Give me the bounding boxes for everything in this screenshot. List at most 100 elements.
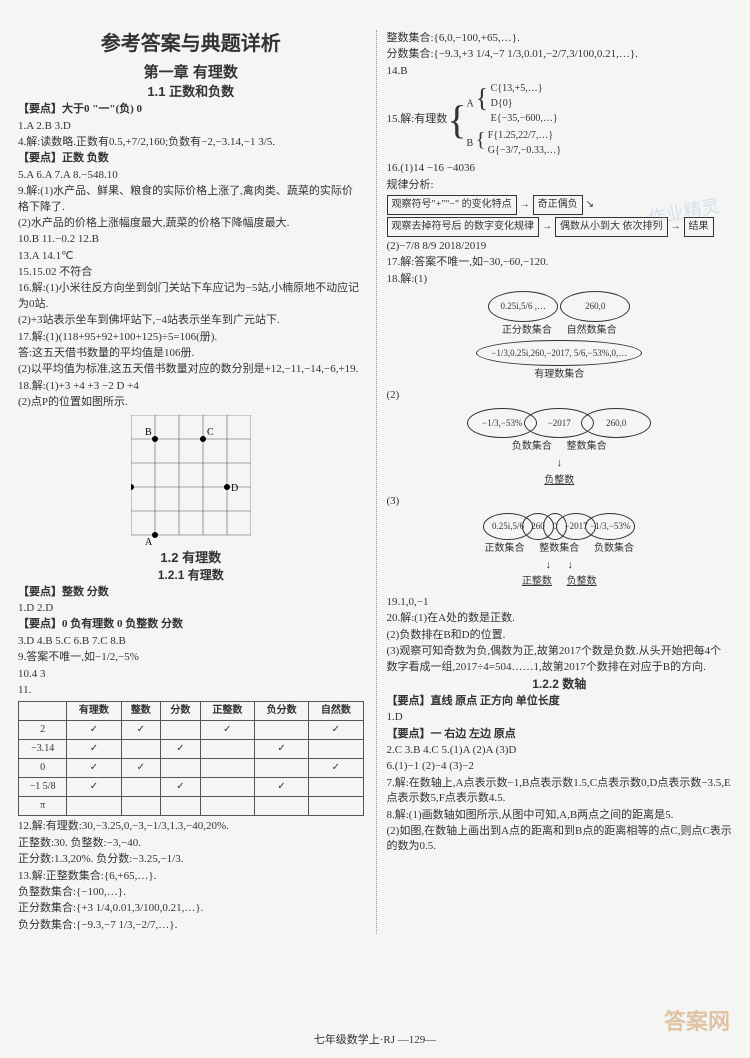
solution: 正分数:1.3,20%. 负分数:−3.25,−1/3. — [18, 852, 364, 867]
solution: 18.解:(1) — [387, 272, 733, 287]
set-label: 自然数集合 — [567, 324, 617, 338]
solution: 正分数集合:{+3 1/4,0.01,3/100,0.21,…}. — [18, 901, 364, 916]
td: 0 — [19, 759, 67, 778]
td — [309, 740, 363, 759]
solution: (2)+3站表示坐车到佛坪站下,−4站表示坐车到广元站下. — [18, 313, 364, 328]
answers: (2)−7/8 8/9 2018/2019 — [387, 239, 733, 254]
solution: 负整数集合:{−100,…}. — [18, 885, 364, 900]
set-oval: 260,0 — [560, 291, 630, 322]
td: ✓ — [121, 759, 161, 778]
answers: 19.1,0,−1 — [387, 595, 733, 610]
venn-18-2: −1/3,−53% −2017 260,0 负数集合 整数集合 ↓ 负整数 — [387, 408, 733, 490]
section-1-2-1: 1.2.1 有理数 — [18, 567, 364, 584]
td — [67, 797, 121, 816]
solution: 4.解:读数略.正数有0.5,+7/2,160;负数有−2,−3.14,−1 3… — [18, 135, 364, 150]
set-label: 正整数 — [522, 575, 552, 589]
solution: (2)负数排在B和D的位置. — [387, 628, 733, 643]
solution: (2)点P的位置如图所示. — [18, 395, 364, 410]
arrow-icon: → — [517, 198, 533, 212]
set-label: 整数集合 — [539, 542, 579, 556]
brace-icon: { — [447, 104, 466, 136]
set-oval: 260,0 — [581, 408, 651, 439]
solution: 9.解:(1)水产品、鲜果、粮食的实际价格上涨了,禽肉类、蔬菜的实际价格下降了. — [18, 184, 364, 215]
section-1-2-2: 1.2.2 数轴 — [387, 676, 733, 693]
th: 自然数 — [309, 702, 363, 721]
flow-box: 观察去掉符号后 的数字变化规律 — [387, 217, 540, 237]
td: 2 — [19, 721, 67, 740]
solution: 正整数:30. 负整数:−3,−40. — [18, 836, 364, 851]
td: π — [19, 797, 67, 816]
answers: 5.A 6.A 7.A 8.−548.10 — [18, 168, 364, 183]
brace-item: E{−35,−600,…} — [491, 112, 558, 126]
th: 有理数 — [67, 702, 121, 721]
th — [19, 702, 67, 721]
answers: 15.15.02 不符合 — [18, 265, 364, 280]
td — [254, 797, 308, 816]
td: ✓ — [309, 721, 363, 740]
grid-svg: B C P D A — [131, 415, 251, 545]
td: ✓ — [67, 721, 121, 740]
td: ✓ — [121, 721, 161, 740]
solution: 17.解:(1)(118+95+92+100+125)÷5=106(册). — [18, 330, 364, 345]
brace-classification: 15.解:有理数 { A { C{13,+5,…} D{0} E{−35,−60… — [387, 80, 733, 160]
td: ✓ — [67, 778, 121, 797]
set-label: 正分数集合 — [502, 324, 552, 338]
solution: 16.解:(1)小米往反方向坐到剑门关站下车应记为−5站,小楠原地不动应记为0站… — [18, 281, 364, 312]
label: 15.解:有理数 — [387, 112, 448, 127]
page-footer: 七年级数学上·RJ —129— — [0, 1033, 750, 1048]
page-title: 参考答案与典题详析 — [18, 30, 364, 58]
td — [309, 778, 363, 797]
venn-18-3: 0.25i,5/6 260 0 −2017 −1/3,−53% 正数集合 整数集… — [387, 513, 733, 591]
answers: 11. — [18, 683, 364, 698]
svg-text:D: D — [231, 483, 238, 494]
right-column: 整数集合:{6,0,−100,+65,…}. 分数集合:{−9.3,+3 1/4… — [376, 30, 733, 934]
venn-18-1: 0.25i,5/6 ,… 260,0 正分数集合 自然数集合 −1/3,0.25… — [387, 291, 733, 384]
td — [161, 797, 201, 816]
th: 正整数 — [200, 702, 254, 721]
solution: 20.解:(1)在A处的数是正数. — [387, 611, 733, 626]
td — [161, 721, 201, 740]
grid-diagram: B C P D A — [131, 415, 251, 545]
keypoint: 【要点】0 负有理数 0 负整数 分数 — [18, 617, 364, 632]
keypoint: 【要点】一 右边 左边 原点 — [387, 727, 733, 742]
section-1-2: 1.2 有理数 — [18, 549, 364, 567]
td — [200, 740, 254, 759]
td — [200, 778, 254, 797]
solution: 分数集合:{−9.3,+3 1/4,−7 1/3,0.01,−2/7,3/100… — [387, 47, 733, 62]
answers: 3.D 4.B 5.C 6.B 7.C 8.B — [18, 634, 364, 649]
td: ✓ — [309, 759, 363, 778]
keypoint: 【要点】整数 分数 — [18, 585, 364, 600]
th: 整数 — [121, 702, 161, 721]
answers: 10.B 11.−0.2 12.B — [18, 232, 364, 247]
td — [309, 797, 363, 816]
brace-item: C{13,+5,…} — [491, 82, 558, 96]
td: ✓ — [161, 778, 201, 797]
set-label: 有理数集合 — [534, 368, 584, 382]
set-oval: −1/3,−53% — [585, 513, 635, 540]
td — [121, 778, 161, 797]
td — [200, 759, 254, 778]
arrow-icon: → — [539, 220, 555, 234]
set-label: 正数集合 — [485, 542, 525, 556]
svg-text:B: B — [145, 427, 152, 438]
td: ✓ — [67, 740, 121, 759]
solution: (2)水产品的价格上涨幅度最大,蔬菜的价格下降幅度最大. — [18, 216, 364, 231]
th: 分数 — [161, 702, 201, 721]
td: ✓ — [67, 759, 121, 778]
solution: 18.解:(1)+3 +4 +3 −2 D +4 — [18, 379, 364, 394]
solution: 7.解:在数轴上,A点表示数−1,B点表示数1.5,C点表示数0,D点表示数−3… — [387, 776, 733, 807]
answers: 9.答案不唯一,如−1/2,−5% — [18, 650, 364, 665]
td — [121, 797, 161, 816]
set-label: 负数集合 — [512, 440, 552, 454]
th: 负分数 — [254, 702, 308, 721]
label: (2) — [387, 388, 733, 403]
answers: 10.4 3 — [18, 667, 364, 682]
answers: 13.A 14.1℃ — [18, 249, 364, 264]
td: ✓ — [254, 740, 308, 759]
td: −1 5/8 — [19, 778, 67, 797]
answers: 14.B — [387, 64, 733, 79]
flow-box: 观察符号"+""−" 的变化特点 — [387, 195, 517, 215]
keypoint: 【要点】直线 原点 正方向 单位长度 — [387, 694, 733, 709]
svg-text:A: A — [145, 537, 153, 545]
solution: 17.解:答案不唯一,如−30,−60,−120. — [387, 255, 733, 270]
